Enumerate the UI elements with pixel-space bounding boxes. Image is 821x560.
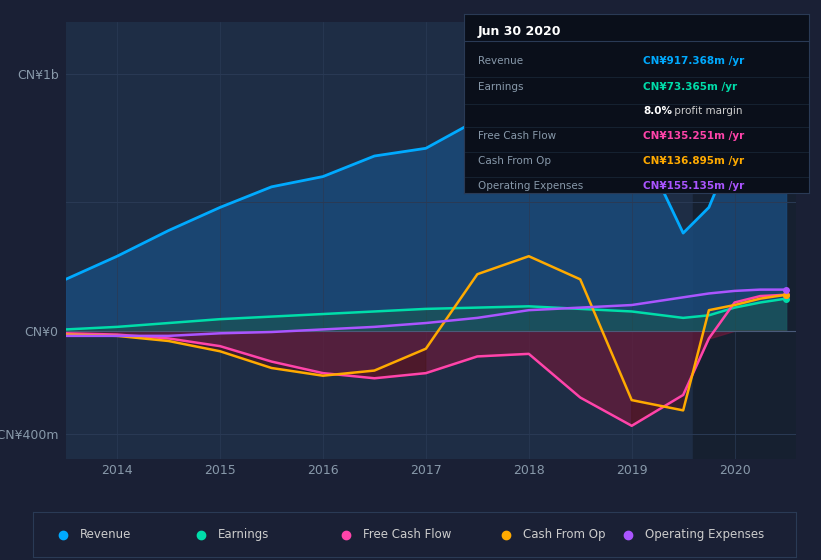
Text: Jun 30 2020: Jun 30 2020 [478,25,562,38]
Text: Earnings: Earnings [218,528,269,542]
Text: Earnings: Earnings [478,82,523,92]
Text: CN¥135.251m /yr: CN¥135.251m /yr [643,131,745,141]
Text: Operating Expenses: Operating Expenses [645,528,764,542]
Text: CN¥917.368m /yr: CN¥917.368m /yr [643,55,745,66]
Text: Revenue: Revenue [478,55,523,66]
Text: profit margin: profit margin [671,106,742,116]
Text: Operating Expenses: Operating Expenses [478,181,583,191]
Text: Revenue: Revenue [80,528,131,542]
Text: Cash From Op: Cash From Op [478,156,551,166]
Text: CN¥136.895m /yr: CN¥136.895m /yr [643,156,745,166]
Bar [694,22,796,459]
Text: 8.0%: 8.0% [643,106,672,116]
Text: CN¥73.365m /yr: CN¥73.365m /yr [643,82,737,92]
Text: Free Cash Flow: Free Cash Flow [478,131,556,141]
Text: CN¥155.135m /yr: CN¥155.135m /yr [643,181,745,191]
Text: Free Cash Flow: Free Cash Flow [363,528,451,542]
Text: Cash From Op: Cash From Op [523,528,606,542]
